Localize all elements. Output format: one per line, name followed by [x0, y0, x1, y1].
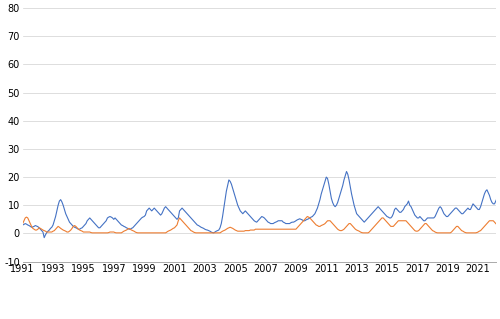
- Manufacturing industry: [104, 216, 110, 220]
- Manufacturing industry: [41, 236, 47, 240]
- Line: Manufacturing industry: Manufacturing industry: [22, 31, 500, 238]
- Main construction industry: [336, 228, 342, 232]
- Main construction industry: [222, 228, 228, 232]
- Main construction industry: [20, 222, 26, 226]
- Main construction industry: [90, 231, 96, 235]
- Manufacturing industry: [20, 223, 26, 227]
- Manufacturing industry: [48, 226, 54, 230]
- Manufacturing industry: [498, 196, 500, 200]
- Manufacturing industry: [331, 203, 337, 207]
- Main construction industry: [200, 231, 206, 235]
- Manufacturing industry: [406, 199, 411, 203]
- Main construction industry: [208, 231, 214, 235]
- Main construction industry: [28, 225, 34, 228]
- Main construction industry: [217, 231, 223, 235]
- Manufacturing industry: [256, 218, 262, 221]
- Line: Main construction industry: Main construction industry: [22, 112, 500, 233]
